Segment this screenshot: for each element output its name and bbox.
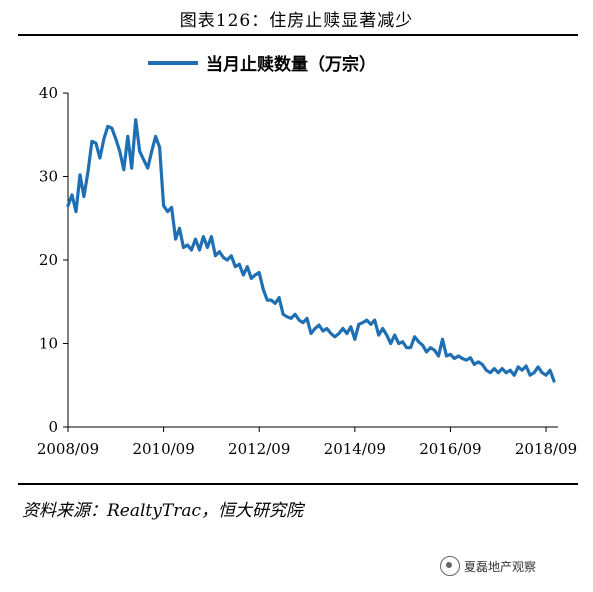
x-tick-label: 2008/09	[37, 440, 99, 458]
series-group	[66, 118, 556, 383]
y-tick-label: 30	[39, 168, 58, 186]
x-tick-label: 2012/09	[228, 440, 290, 458]
x-axis-ticks: 2008/09 2010/09 2012/09 2014/09 2016/09 2018/…	[37, 427, 577, 458]
legend-label: 当月止赎数量（万宗）	[206, 54, 376, 75]
bottom-rule	[18, 483, 578, 485]
source-note: 资料来源：RealtyTrac，恒大研究院	[22, 501, 303, 521]
y-tick-label: 0	[48, 418, 58, 436]
wechat-icon	[440, 556, 460, 576]
y-tick-label: 40	[39, 84, 58, 102]
x-tick-label: 2018/09	[515, 440, 577, 458]
legend: 当月止赎数量（万宗）	[148, 54, 376, 75]
watermark-text: 夏磊地产观察	[464, 559, 537, 574]
figure-title: 图表126：住房止赎显著减少	[179, 11, 414, 31]
line-chart: 当月止赎数量（万宗） 0 10 20 30 40 2008/09 2010/09 2012/…	[37, 54, 577, 458]
series-line-0	[66, 118, 556, 383]
x-tick-label: 2010/09	[132, 440, 194, 458]
watermark: 夏磊地产观察	[440, 556, 536, 576]
y-axis-ticks: 0 10 20 30 40	[39, 84, 68, 436]
x-tick-label: 2014/09	[324, 440, 386, 458]
x-tick-label: 2016/09	[419, 440, 481, 458]
top-rule	[18, 34, 578, 36]
axes	[67, 93, 558, 428]
y-tick-label: 20	[39, 251, 58, 269]
y-tick-label: 10	[39, 335, 58, 353]
